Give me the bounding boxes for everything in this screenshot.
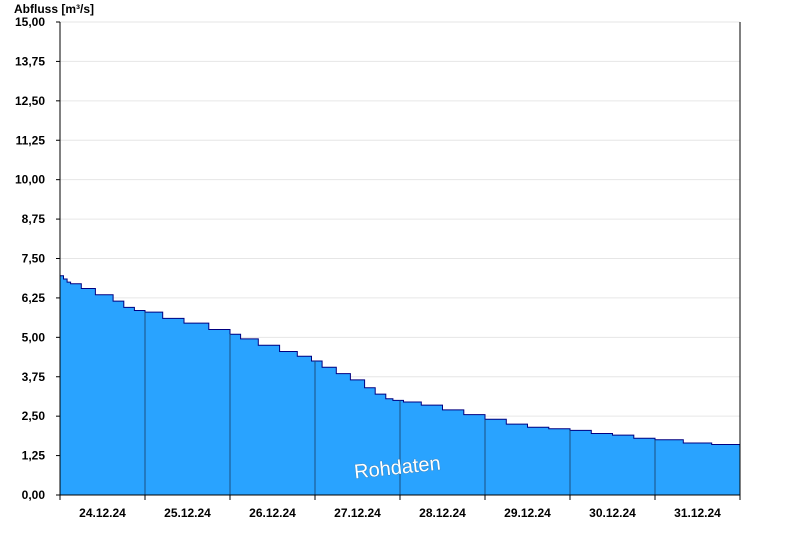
day-separators	[144, 312, 656, 495]
x-tick-label-1: 25.12.24	[164, 506, 211, 520]
y-tick-label-9: 11,25	[16, 133, 46, 147]
y-tick-label-7: 8,75	[22, 212, 46, 226]
x-tick-label-3: 27.12.24	[334, 506, 381, 520]
y-tick-label-12: 15,00	[15, 15, 45, 29]
y-tick-label-2: 2,50	[22, 409, 46, 423]
y-tick-label-8: 10,00	[15, 173, 45, 187]
y-tick-label-6: 7,50	[22, 252, 46, 266]
y-tick-label-3: 3,75	[22, 370, 46, 384]
x-tick-label-6: 30.12.24	[589, 506, 636, 520]
x-tick-label-0: 24.12.24	[79, 506, 126, 520]
x-tick-label-4: 28.12.24	[419, 506, 466, 520]
y-tick-label-11: 13,75	[15, 54, 45, 68]
x-tick-label-5: 29.12.24	[504, 506, 551, 520]
y-tick-label-1: 1,25	[22, 449, 46, 463]
y-axis-label: Abfluss [m³/s]	[14, 2, 94, 16]
discharge-line	[60, 275, 741, 447]
y-tick-label-10: 12,50	[15, 94, 45, 108]
y-tick-label-5: 6,25	[22, 291, 46, 305]
y-ticks: 0,00 1,25 2,50 3,75 5,00 6,25 7,50 8,75 10,00 11,…	[15, 15, 60, 502]
x-tick-label-2: 26.12.24	[249, 506, 296, 520]
x-ticks: 24.12.24 25.12.24 26.12.24 27.12.24 28.12.24…	[59, 495, 741, 520]
x-tick-label-7: 31.12.24	[674, 506, 721, 520]
y-tick-label-4: 5,00	[22, 330, 46, 344]
y-tick-label-0: 0,00	[22, 488, 46, 502]
